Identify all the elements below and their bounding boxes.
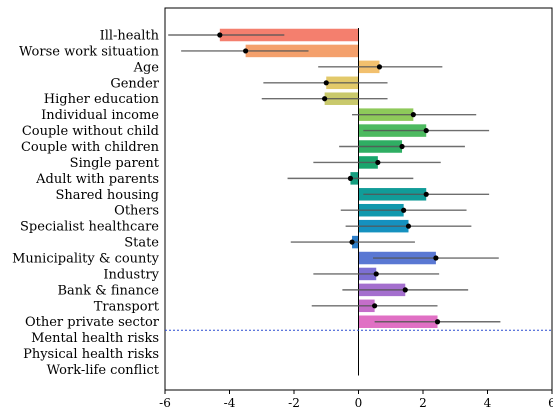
x-tick-label: 4 bbox=[484, 396, 492, 410]
y-label-municipality-and-county: Municipality & county bbox=[12, 252, 160, 267]
point-couple-with-children bbox=[399, 143, 405, 150]
x-tick-label: 2 bbox=[419, 396, 427, 410]
point-gender bbox=[323, 80, 329, 86]
y-label-couple-with-children: Couple with children bbox=[21, 140, 160, 155]
x-tick-label: -4 bbox=[224, 396, 236, 410]
point-municipality-and-county bbox=[433, 255, 439, 261]
y-label-shared-housing: Shared housing bbox=[56, 188, 160, 203]
point-ill-health bbox=[217, 32, 223, 38]
y-label-individual-income: Individual income bbox=[41, 108, 159, 123]
point-single-parent bbox=[375, 159, 381, 166]
x-tick-label: -6 bbox=[159, 396, 171, 410]
point-industry bbox=[373, 271, 379, 277]
x-tick-label: -2 bbox=[288, 396, 300, 410]
y-label-age: Age bbox=[133, 60, 160, 75]
point-higher-education bbox=[322, 96, 328, 102]
point-state bbox=[349, 239, 355, 245]
y-label-adult-with-parents: Adult with parents bbox=[35, 172, 159, 187]
y-label-transport: Transport bbox=[94, 299, 160, 314]
point-age bbox=[376, 64, 383, 70]
y-label-bank-and-finance: Bank & finance bbox=[57, 283, 159, 298]
bar-ill-health bbox=[219, 28, 359, 42]
y-label-other-private-sector: Other private sector bbox=[25, 315, 160, 330]
y-label-others: Others bbox=[114, 204, 159, 219]
y-label-higher-education: Higher education bbox=[44, 92, 160, 107]
point-worse-work-situation bbox=[243, 48, 249, 54]
point-transport bbox=[372, 303, 378, 309]
y-label-ill-health: Ill-health bbox=[100, 29, 160, 44]
points-layer bbox=[217, 32, 441, 325]
y-label-industry: Industry bbox=[103, 267, 159, 282]
point-others bbox=[401, 207, 407, 213]
y-label-worse-work-situation: Worse work situation bbox=[19, 44, 160, 59]
y-label-work-life-conflict: Work-life conflict bbox=[47, 363, 160, 378]
y-label-physical-health-risks: Physical health risks bbox=[23, 347, 159, 362]
x-tick-label: 6 bbox=[548, 396, 553, 410]
y-label-gender: Gender bbox=[110, 76, 159, 91]
x-axis: -6 -4 -2 0 2 4 6 bbox=[159, 390, 553, 410]
point-shared-housing bbox=[423, 191, 429, 197]
point-individual-income bbox=[410, 112, 416, 118]
point-bank-and-finance bbox=[402, 287, 408, 293]
y-label-mental-health-risks: Mental health risks bbox=[31, 331, 159, 346]
point-adult-with-parents bbox=[347, 175, 354, 181]
y-label-state: State bbox=[124, 236, 159, 251]
point-other-private-sector bbox=[434, 319, 441, 325]
y-label-couple-without-child: Couple without child bbox=[22, 124, 159, 139]
point-couple-without-child bbox=[423, 127, 429, 134]
y-label-single-parent: Single parent bbox=[70, 156, 160, 171]
point-specialist-healthcare bbox=[405, 223, 412, 229]
y-label-specialist-healthcare: Specialist healthcare bbox=[20, 220, 159, 235]
x-tick-label: 0 bbox=[355, 396, 363, 410]
